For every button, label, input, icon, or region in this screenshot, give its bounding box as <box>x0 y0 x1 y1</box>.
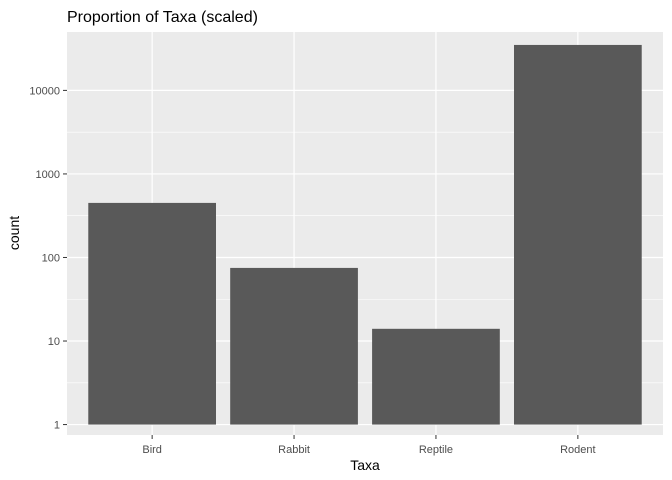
x-tick-label: Rabbit <box>278 444 310 456</box>
y-tick-label: 1 <box>54 420 60 432</box>
bar-bird <box>88 202 216 425</box>
y-tick-label: 10000 <box>29 85 60 97</box>
y-axis: 1 10 100 1000 10000 <box>29 85 67 432</box>
bar-rodent <box>514 44 642 425</box>
bar-rabbit <box>230 267 358 425</box>
x-tick-label: Rodent <box>560 444 595 456</box>
x-tick-label: Reptile <box>419 444 453 456</box>
bar-reptile <box>372 328 500 425</box>
y-axis-title: count <box>6 216 22 250</box>
chart-title: Proportion of Taxa (scaled) <box>67 9 258 26</box>
x-axis-title: Taxa <box>350 457 380 473</box>
x-axis: Bird Rabbit Reptile Rodent <box>142 435 596 456</box>
y-tick-label: 100 <box>42 252 60 264</box>
y-tick-label: 10 <box>48 336 60 348</box>
y-tick-label: 1000 <box>36 169 60 181</box>
bars <box>88 44 642 425</box>
x-tick-label: Bird <box>142 444 162 456</box>
